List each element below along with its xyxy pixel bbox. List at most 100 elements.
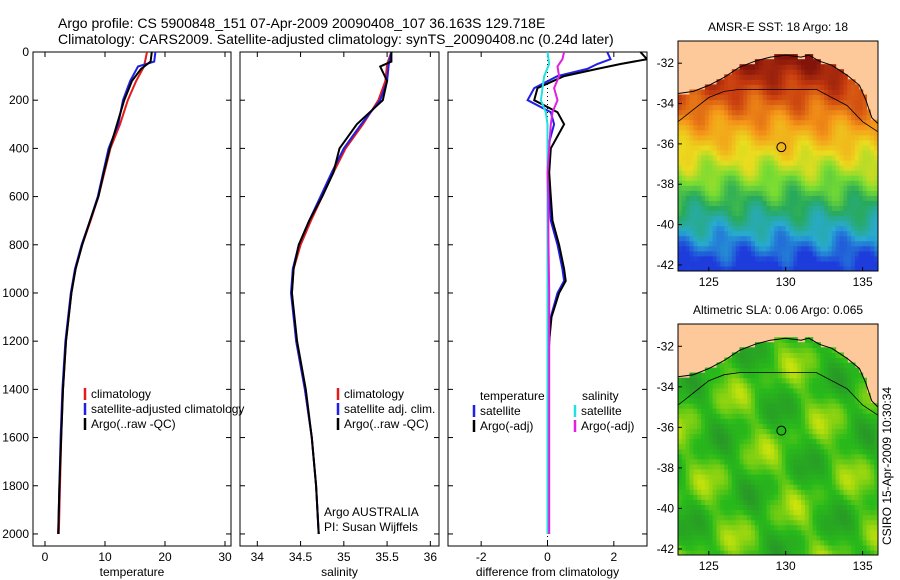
map-cell [847,448,852,455]
map-cell [801,200,806,206]
map-cell [793,428,798,435]
map-cell [874,504,878,510]
map-cell [731,428,737,435]
map-cell [762,104,767,111]
map-cell [754,69,760,75]
map-cell [724,494,729,500]
map-cell [808,382,814,389]
map-cell [839,225,844,232]
map-cell [774,514,779,521]
map-cell [697,413,702,419]
map-cell [774,509,779,516]
map-cell [828,94,833,101]
map-cell [874,200,878,206]
map-cell [731,489,737,495]
map-cell [808,205,814,211]
map-cell [724,519,729,526]
map-cell [704,180,710,186]
map-cell [804,413,810,419]
map-cell [835,74,841,80]
map-cell [689,210,694,217]
map-cell [866,155,871,161]
map-cell [789,398,794,404]
map-cell [862,200,867,206]
map-cell [701,433,706,440]
map-cell [789,54,794,60]
map-cell [793,534,798,541]
map-cell [781,129,787,136]
map-cell [754,84,760,90]
map-cell [754,382,760,389]
map-cell [781,347,787,353]
map-cell [812,539,817,546]
map-cell [758,468,764,475]
map-cell [785,418,791,424]
map-cell [854,104,860,111]
map-cell [681,453,687,460]
map-cell [801,372,806,379]
argo-position-marker [776,142,787,153]
map-cell [812,372,817,379]
map-cell [866,539,871,546]
map-cell [720,403,725,409]
map-cell [754,165,760,171]
map-cell [708,149,714,156]
map-cell [831,225,837,232]
map-cell [735,200,741,206]
map-cell [754,99,760,106]
map-cell [781,155,787,161]
map-cell [866,499,871,505]
map-cell [701,266,706,271]
map-cell [728,362,733,369]
map-cell [735,549,741,555]
map-cell [754,433,760,440]
map-cell [693,266,698,271]
map-cell [678,458,683,465]
map-cell [843,524,848,531]
map-cell [847,367,852,374]
map-cell [758,362,764,369]
map-cell [762,342,767,348]
map-cell [697,509,702,516]
map-cell [831,377,837,384]
map-cell [858,195,864,201]
map-cell [812,175,817,181]
map-cell [708,418,714,424]
map-cell [728,230,733,237]
map-cell [778,418,783,424]
map-cell [751,362,756,369]
map-cell [743,433,748,440]
map-cell [862,468,867,475]
map-cell [778,94,783,101]
map-cell [851,418,856,424]
map-cell [678,210,683,217]
map-cell [685,240,691,247]
map-cell [678,468,683,475]
map-cell [704,398,710,404]
map-cell [731,225,737,232]
map-cell [678,392,683,399]
map-cell [716,499,721,505]
map-cell [858,245,864,252]
map-cell [689,255,694,262]
profile-panel-2: 34 34.5 35 35.5 36salinityclimatologysatelli… [239,51,440,579]
y-tick-label: 1600 [2,431,29,445]
map-cell [701,104,706,111]
map-cell [858,549,864,555]
map-cell [762,59,767,65]
map-cell [701,190,706,196]
map-cell [747,119,752,126]
map-cell [708,170,714,176]
map-cell [678,534,683,541]
map-cell [854,99,860,106]
map-cell [689,413,694,419]
map-cell [743,266,748,271]
map-cell [770,109,775,116]
map-cell [712,438,717,445]
map-cell [854,144,860,151]
map-cell [778,514,783,521]
map-cell [785,200,791,206]
map-cell [785,240,791,247]
map-cell [785,463,791,470]
map-cell [847,250,852,257]
